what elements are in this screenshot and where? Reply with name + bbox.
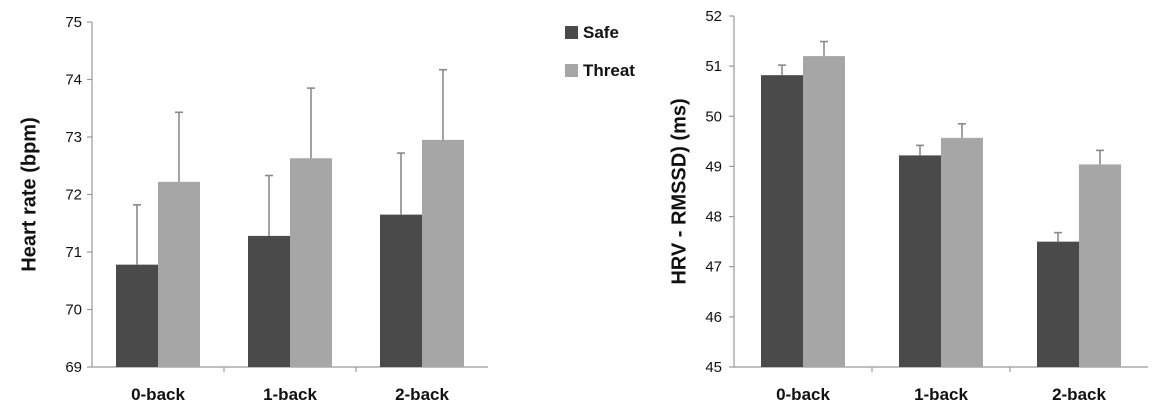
y-tick-label: 48 bbox=[705, 209, 722, 226]
y-tick-label: 49 bbox=[705, 158, 722, 175]
y-tick-label: 70 bbox=[65, 302, 82, 319]
legend-swatch-safe bbox=[565, 26, 578, 39]
bar-threat bbox=[422, 139, 464, 367]
y-tick-label: 45 bbox=[705, 359, 722, 376]
x-category-label: 2-back bbox=[1052, 385, 1106, 404]
bar-safe bbox=[899, 155, 941, 367]
chart-hrv: HRV - RMSSD) (ms) 45 46 47 48 49 50 51 52 0-back 1… bbox=[668, 8, 1148, 404]
y-tick-label: 71 bbox=[65, 244, 82, 261]
x-category-label: 0-back bbox=[131, 385, 185, 404]
y-tick-label: 47 bbox=[705, 259, 722, 276]
y-tick-label: 52 bbox=[705, 8, 722, 25]
y-axis-label: HRV - RMSSD) (ms) bbox=[668, 98, 690, 284]
y-axis-label: Heart rate (bpm) bbox=[18, 117, 40, 271]
y-tick-label: 74 bbox=[65, 72, 82, 89]
legend-label-threat: Threat bbox=[583, 61, 635, 80]
y-tick-label: 46 bbox=[705, 309, 722, 326]
bar-threat bbox=[1079, 164, 1121, 367]
legend-swatch-threat bbox=[565, 64, 578, 77]
x-category-label: 2-back bbox=[395, 385, 449, 404]
y-tick-label: 51 bbox=[705, 58, 722, 75]
bar-safe bbox=[380, 214, 422, 367]
x-category-label: 1-back bbox=[263, 385, 317, 404]
legend-label-safe: Safe bbox=[583, 23, 619, 42]
x-category-label: 0-back bbox=[776, 385, 830, 404]
y-tick-label: 50 bbox=[705, 108, 722, 125]
y-tick-label: 75 bbox=[65, 14, 82, 31]
y-tick-label: 73 bbox=[65, 129, 82, 146]
y-tick-label: 72 bbox=[65, 187, 82, 204]
legend: Safe Threat bbox=[565, 23, 635, 80]
bar-threat bbox=[290, 158, 332, 367]
bar-threat bbox=[803, 56, 845, 367]
x-category-label: 1-back bbox=[914, 385, 968, 404]
bar-safe bbox=[248, 235, 290, 367]
bar-safe bbox=[761, 75, 803, 367]
bar-safe bbox=[1037, 241, 1079, 367]
bar-safe bbox=[116, 264, 158, 367]
chart-heart-rate: Heart rate (bpm) 69 70 71 72 73 74 75 0-back 1-ba… bbox=[18, 14, 488, 404]
bar-threat bbox=[941, 137, 983, 367]
bar-threat bbox=[158, 181, 200, 367]
y-tick-label: 69 bbox=[65, 359, 82, 376]
